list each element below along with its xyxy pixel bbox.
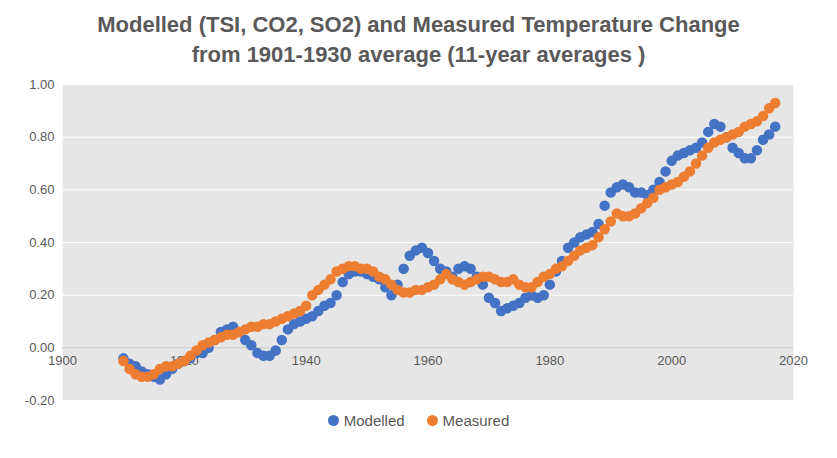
svg-text:1980: 1980 <box>535 353 564 368</box>
svg-text:0.80: 0.80 <box>29 129 54 144</box>
svg-text:0.20: 0.20 <box>29 287 54 302</box>
svg-text:-0.20: -0.20 <box>25 393 55 408</box>
svg-text:1900: 1900 <box>48 353 77 368</box>
svg-text:0.40: 0.40 <box>29 235 54 250</box>
svg-text:0.60: 0.60 <box>29 182 54 197</box>
html-text:Measured: Measured <box>442 412 510 429</box>
svg-text:2000: 2000 <box>657 353 686 368</box>
svg-text:1920: 1920 <box>169 353 199 368</box>
svg-text:1960: 1960 <box>414 353 443 368</box>
svg-text:0.00: 0.00 <box>29 340 54 355</box>
svg-text:1940: 1940 <box>292 353 321 368</box>
svg-text:1.00: 1.00 <box>29 77 54 92</box>
svg-text:2020: 2020 <box>779 353 808 368</box>
html-text:Modelled (TSI, CO2, SO2) and M: Modelled (TSI, CO2, SO2) and Measured Te… <box>97 12 740 67</box>
html-text:Modelled: Modelled <box>343 412 405 429</box>
